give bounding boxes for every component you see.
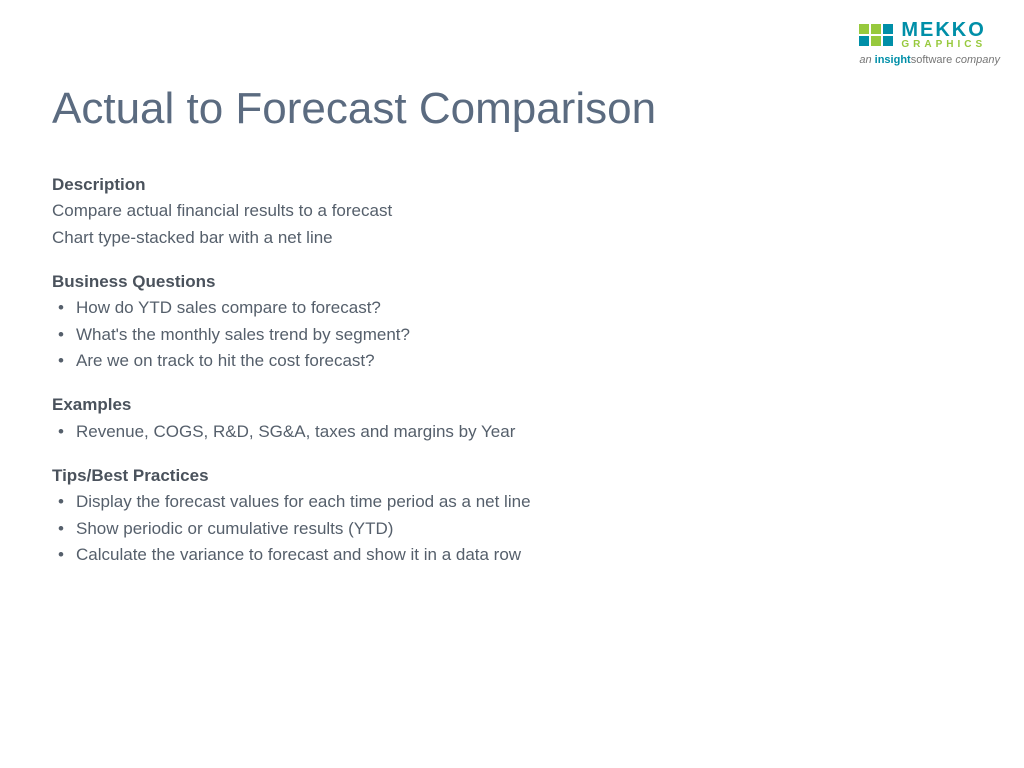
list-item: How do YTD sales compare to forecast? xyxy=(52,295,872,321)
tagline-insight: insight xyxy=(875,54,911,66)
examples-list: Revenue, COGS, R&D, SG&A, taxes and marg… xyxy=(52,419,872,445)
description-line: Compare actual financial results to a fo… xyxy=(52,198,872,224)
description-line: Chart type-stacked bar with a net line xyxy=(52,225,872,251)
business-questions-list: How do YTD sales compare to forecast? Wh… xyxy=(52,295,872,374)
page-title: Actual to Forecast Comparison xyxy=(52,84,656,134)
section-heading-examples: Examples xyxy=(52,392,872,418)
logo-square xyxy=(871,24,881,34)
content-body: Description Compare actual financial res… xyxy=(52,172,872,568)
logo-square xyxy=(871,36,881,46)
tips-list: Display the forecast values for each tim… xyxy=(52,489,872,568)
section-heading-business-questions: Business Questions xyxy=(52,269,872,295)
tagline-software: software xyxy=(911,54,953,66)
list-item: Are we on track to hit the cost forecast… xyxy=(52,348,872,374)
logo-square xyxy=(859,24,869,34)
tagline-prefix: an xyxy=(859,54,874,66)
logo-square xyxy=(859,36,869,46)
logo-tagline: an insightsoftware company xyxy=(859,54,1000,66)
logo-brand-bottom: GRAPHICS xyxy=(901,40,986,50)
logo-square xyxy=(883,36,893,46)
brand-logo: MEKKO GRAPHICS an insightsoftware compan… xyxy=(859,20,1000,66)
tagline-suffix: company xyxy=(952,54,1000,66)
list-item: Display the forecast values for each tim… xyxy=(52,489,872,515)
section-heading-description: Description xyxy=(52,172,872,198)
section-heading-tips: Tips/Best Practices xyxy=(52,463,872,489)
list-item: Show periodic or cumulative results (YTD… xyxy=(52,516,872,542)
logo-square xyxy=(883,24,893,34)
list-item: Revenue, COGS, R&D, SG&A, taxes and marg… xyxy=(52,419,872,445)
logo-brand-top: MEKKO xyxy=(901,20,986,40)
list-item: Calculate the variance to forecast and s… xyxy=(52,542,872,568)
list-item: What's the monthly sales trend by segmen… xyxy=(52,322,872,348)
logo-mark-icon xyxy=(859,24,893,46)
